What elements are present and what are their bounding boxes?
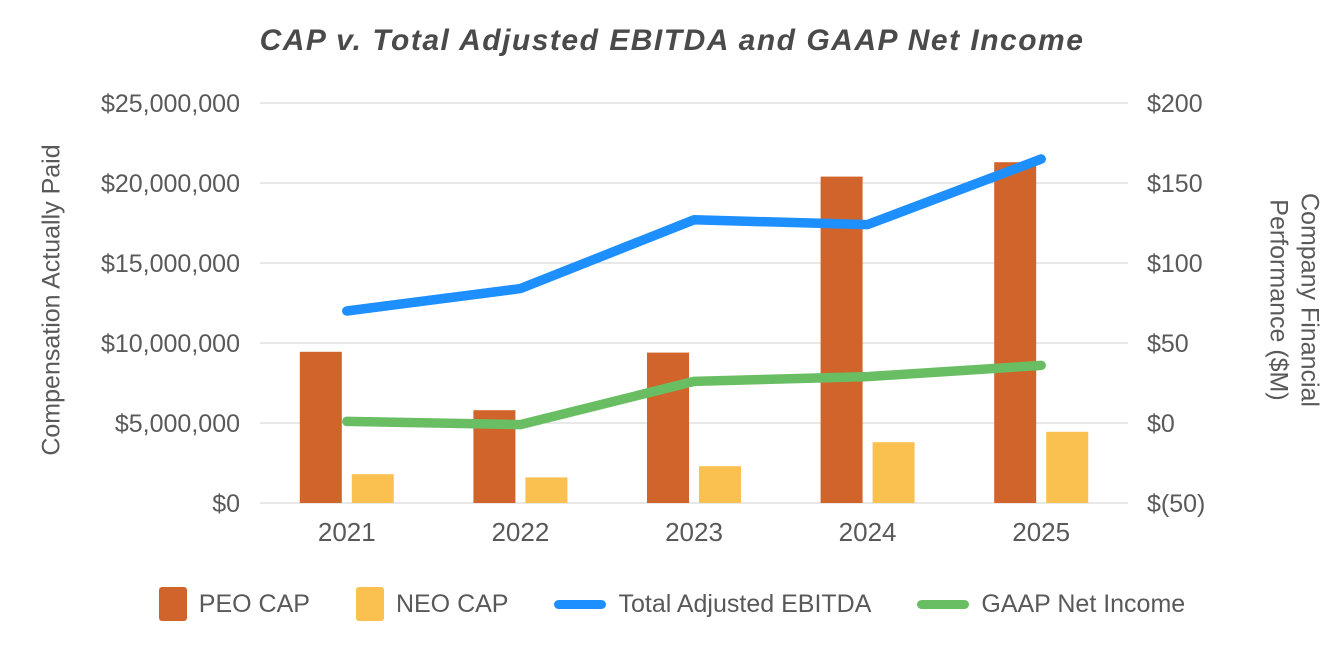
left-axis-tick-label: $5,000,000 — [115, 410, 240, 438]
bar-peo-cap-2021 — [299, 351, 342, 503]
bar-peo-cap-2024 — [820, 176, 863, 503]
bar-peo-cap-2025 — [994, 162, 1037, 503]
chart-title: CAP v. Total Adjusted EBITDA and GAAP Ne… — [259, 24, 1085, 57]
legend-swatch-gaap-net-income — [917, 599, 970, 609]
legend-item-peo-cap: PEO CAP — [158, 587, 310, 621]
left-axis-tick-label: $20,000,000 — [101, 170, 240, 198]
legend-item-total-adjusted-ebitda: Total Adjusted EBITDA — [554, 590, 871, 619]
x-axis-label-2025: 2025 — [1012, 517, 1070, 547]
bar-neo-cap-2023 — [699, 466, 741, 503]
legend-swatch-neo-cap — [355, 587, 384, 621]
right-axis-tick-label: $50 — [1147, 330, 1189, 358]
right-axis-title: Company Financial Performance ($M) — [1264, 193, 1324, 407]
legend-label-total-adjusted-ebitda: Total Adjusted EBITDA — [618, 589, 872, 618]
x-axis-label-2023: 2023 — [665, 517, 723, 547]
bar-neo-cap-2022 — [525, 477, 568, 503]
x-axis-label-2022: 2022 — [491, 517, 549, 547]
left-axis-title: Compensation Actually Paid — [37, 144, 66, 456]
bar-peo-cap-2023 — [647, 352, 689, 503]
left-axis-tick-label: $10,000,000 — [101, 330, 240, 358]
right-axis-tick-label: $0 — [1147, 410, 1175, 438]
bar-neo-cap-2021 — [351, 474, 394, 503]
left-axis-tick-label: $15,000,000 — [101, 250, 240, 278]
legend-swatch-total-adjusted-ebitda — [554, 599, 607, 609]
right-axis-tick-label: $200 — [1147, 90, 1203, 118]
x-axis-label-2021: 2021 — [318, 517, 376, 547]
legend-item-gaap-net-income: GAAP Net Income — [917, 590, 1185, 619]
right-axis-tick-label: $(50) — [1147, 490, 1205, 518]
bar-neo-cap-2024 — [872, 442, 915, 503]
left-axis-tick-label: $0 — [212, 490, 240, 518]
bar-neo-cap-2025 — [1046, 431, 1089, 503]
legend: PEO CAP NEO CAP Total Adjusted EBITDA GA… — [0, 580, 1344, 628]
right-axis-tick-label: $100 — [1147, 250, 1203, 278]
right-axis-tick-label: $150 — [1147, 170, 1203, 198]
legend-label-gaap-net-income: GAAP Net Income — [981, 589, 1186, 618]
line-total-adjusted-ebitda — [342, 154, 1046, 316]
legend-item-neo-cap: NEO CAP — [355, 587, 509, 621]
left-axis-tick-label: $25,000,000 — [101, 90, 240, 118]
line-gaap-net-income — [342, 360, 1046, 430]
legend-label-neo-cap: NEO CAP — [395, 589, 509, 618]
legend-label-peo-cap: PEO CAP — [198, 589, 310, 618]
x-axis-label-2024: 2024 — [839, 517, 897, 547]
legend-swatch-peo-cap — [158, 587, 187, 621]
